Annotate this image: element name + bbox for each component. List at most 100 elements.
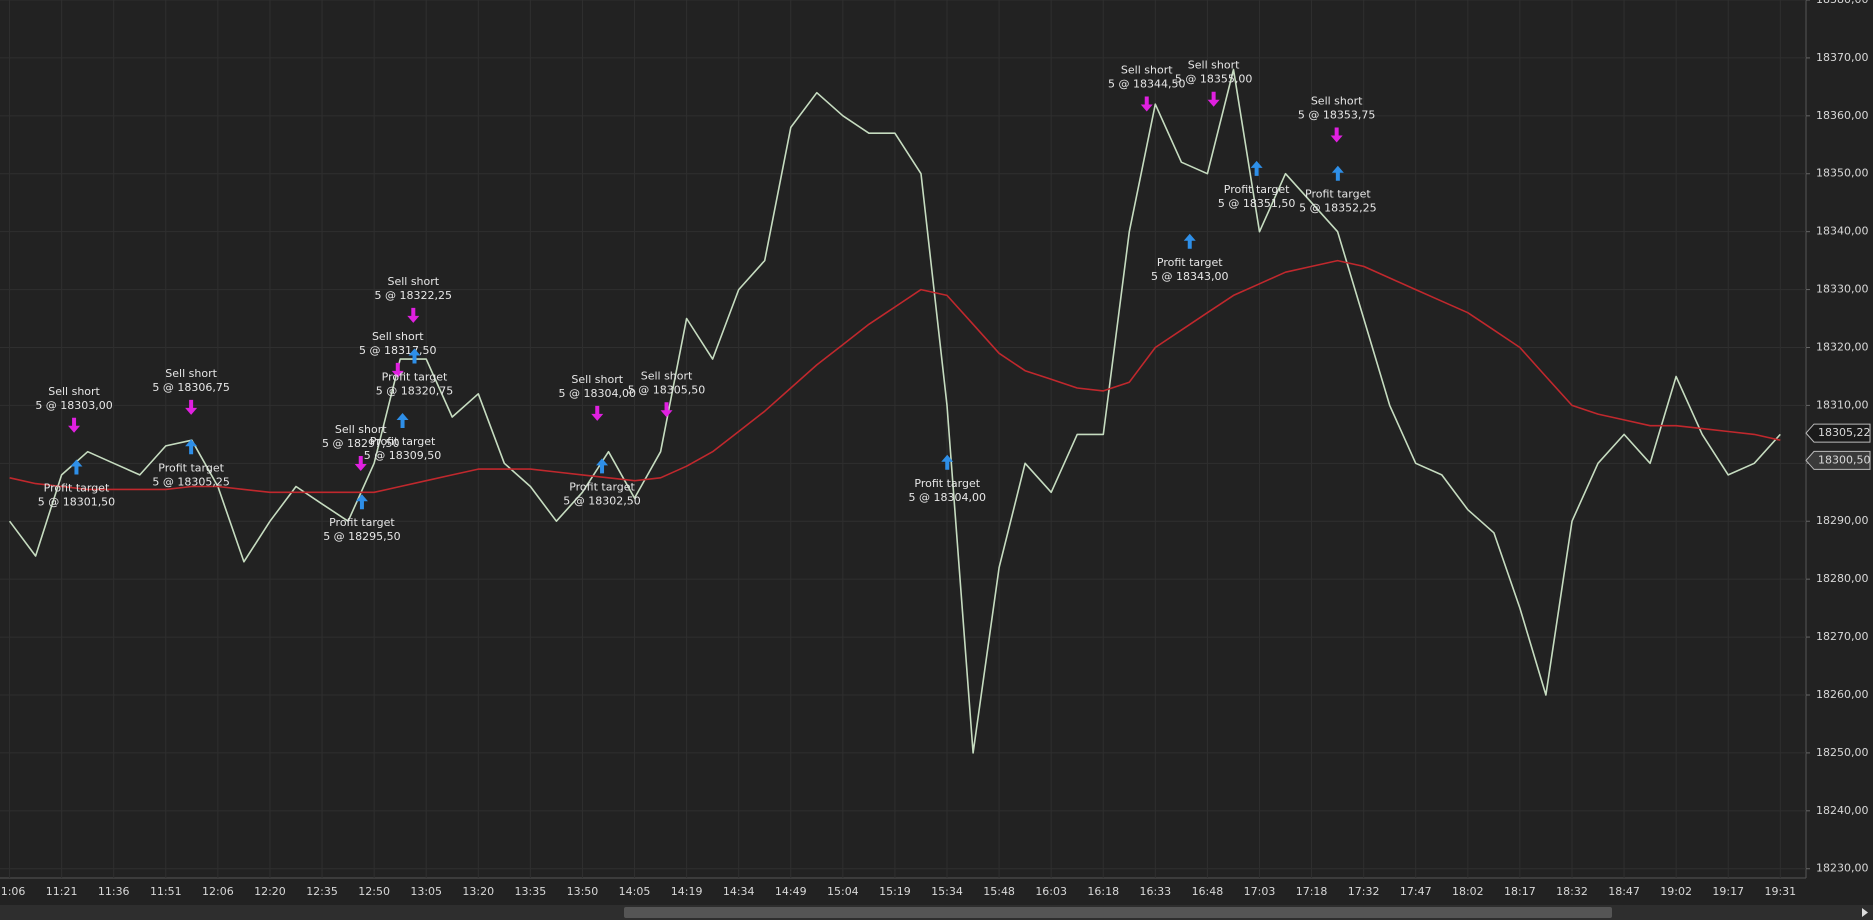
annotation-detail: 5 @ 18304,00 [909,491,986,504]
target-arrow [70,459,83,475]
scroll-right-button[interactable] [1862,908,1868,917]
x-tick-label: 13:50 [567,885,599,898]
price-tag [1805,423,1871,443]
x-tick-label: 17:32 [1348,885,1380,898]
x-tick-label: 13:20 [462,885,494,898]
x-tick-label: 16:48 [1192,885,1224,898]
target-arrow [408,348,421,364]
annotation-label: Sell short [641,369,693,382]
x-tick-label: 16:03 [1035,885,1067,898]
annotation-label: Profit target [569,480,635,493]
annotation-label: Sell short [48,385,100,398]
target-arrow [1331,165,1344,181]
sell-arrow [591,405,604,421]
annotation-detail: 5 @ 18317,50 [359,344,436,357]
x-tick-label: 16:18 [1087,885,1119,898]
x-tick-label: 14:05 [619,885,651,898]
target-arrow [941,454,954,470]
annotation-label: Sell short [372,330,424,343]
annotation-detail: 5 @ 18302,50 [563,494,640,507]
target-arrow [1250,160,1263,176]
x-tick-label: 18:47 [1608,885,1640,898]
annotation-detail: 5 @ 18355,00 [1175,73,1252,86]
sell-arrow [660,402,673,418]
annotation-detail: 5 @ 18304,00 [559,387,636,400]
target-arrow [396,412,409,428]
x-tick-label: 13:05 [410,885,442,898]
annotation-label: Profit target [158,461,224,474]
y-tick-label: 18360,00 [1816,109,1869,122]
x-tick-label: 12:35 [306,885,338,898]
x-tick-label: 15:48 [983,885,1015,898]
x-tick-label: 13:35 [515,885,547,898]
y-tick-label: 18350,00 [1816,167,1869,180]
annotation-detail: 5 @ 18351,50 [1218,197,1295,210]
annotation-detail: 5 @ 18352,25 [1299,202,1376,215]
x-tick-label: 12:06 [202,885,234,898]
annotation-label: Sell short [165,367,217,380]
x-tick-label: 19:17 [1712,885,1744,898]
scrollbar-thumb[interactable] [624,907,1612,918]
x-tick-label: 15:34 [931,885,963,898]
annotation-label: Profit target [1305,188,1371,201]
x-tick-label: 14:49 [775,885,807,898]
annotation-detail: 5 @ 18343,00 [1151,270,1228,283]
sell-arrow [1330,127,1343,143]
annotation-label: Sell short [1121,63,1173,76]
y-tick-label: 18320,00 [1816,340,1869,353]
y-tick-label: 18230,00 [1816,862,1869,875]
price-tag [1805,450,1871,470]
annotation-label: Sell short [387,275,439,288]
annotation-detail: 5 @ 18344,50 [1108,77,1185,90]
y-tick-label: 18380,00 [1816,0,1869,6]
annotation-detail: 5 @ 18322,25 [375,289,452,302]
annotation-detail: 5 @ 18320,75 [376,384,453,397]
x-tick-label: 15:19 [879,885,911,898]
sell-arrow [1207,91,1220,107]
x-tick-label: 11:21 [46,885,78,898]
annotation-label: Profit target [370,435,436,448]
annotation-label: Profit target [1157,256,1223,269]
sell-arrow [354,456,367,472]
x-tick-label: 18:17 [1504,885,1536,898]
grid [0,0,1806,878]
x-tick-label: 18:32 [1556,885,1588,898]
annotation-detail: 5 @ 18303,00 [35,399,112,412]
sell-arrow [1140,96,1153,112]
annotation-label: Profit target [914,477,980,490]
y-tick-label: 18240,00 [1816,804,1869,817]
y-tick-label: 18270,00 [1816,630,1869,643]
sell-arrow [68,417,81,433]
annotation-detail: 5 @ 18306,75 [152,381,229,394]
x-tick-label: 19:31 [1764,885,1796,898]
annotation-detail: 5 @ 18305,25 [152,475,229,488]
moving-average-line [9,259,1781,494]
x-tick-label: 14:19 [671,885,703,898]
target-arrow [596,458,609,474]
x-tick-label: 17:03 [1244,885,1276,898]
annotation-detail: 5 @ 18305,50 [628,383,705,396]
annotation-detail: 5 @ 18353,75 [1298,109,1375,122]
annotation-label: Profit target [1224,183,1290,196]
annotation-label: Sell short [571,373,623,386]
annotation-detail: 5 @ 18309,50 [364,449,441,462]
x-tick-label: 17:18 [1296,885,1328,898]
annotation-detail: 5 @ 18295,50 [323,530,400,543]
sell-arrow [185,399,198,415]
annotation-label: Profit target [44,482,110,495]
y-tick-label: 18340,00 [1816,225,1869,238]
y-tick-label: 18310,00 [1816,398,1869,411]
sell-arrow [407,307,420,323]
annotation-label: Sell short [1188,59,1240,72]
price-tag-label: 18305,22 [1818,426,1871,439]
annotation-label: Sell short [335,423,387,436]
y-tick-label: 18290,00 [1816,514,1869,527]
y-tick-label: 18250,00 [1816,746,1869,759]
price-tag-label: 18300,50 [1818,453,1871,466]
annotation-detail: 5 @ 18297,50 [322,437,399,450]
x-tick-label: 15:04 [827,885,859,898]
x-tick-label: 12:20 [254,885,286,898]
target-arrow [355,494,368,510]
